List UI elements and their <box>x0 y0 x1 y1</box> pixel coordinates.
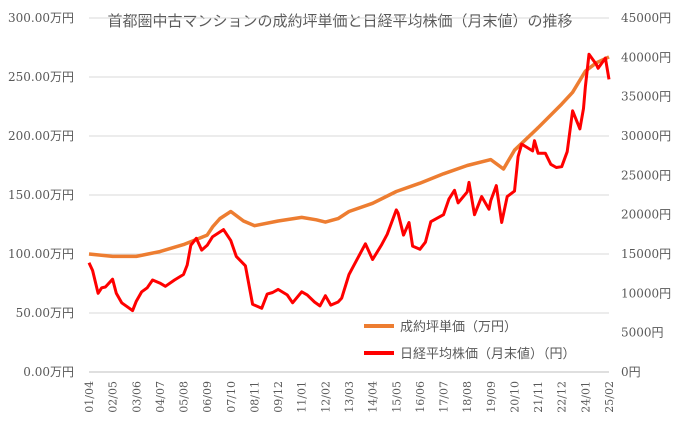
gridlines <box>89 17 609 373</box>
left-axis-tick-label: 300.00万円 <box>8 11 74 25</box>
x-axis-tick-label: 07/10 <box>225 381 238 413</box>
right-axis-tick-label: 15000円 <box>621 247 671 261</box>
series-lines <box>87 52 611 313</box>
left-axis-ticks: 0.00万円 50.00万円 100.00万円 150.00万円 200.00万円 250… <box>8 11 74 379</box>
right-axis-tick-label: 10000円 <box>621 286 671 300</box>
x-axis-tick-label: 15/05 <box>390 381 403 413</box>
left-axis-tick-label: 200.00万円 <box>8 129 74 143</box>
left-axis-tick-label: 250.00万円 <box>8 70 74 84</box>
legend: 成約坪単価（万円） 日経平均株価（月末値）（円） <box>364 319 576 362</box>
x-axis-tick-label: 22/12 <box>556 381 569 413</box>
left-axis-tick-label: 50.00万円 <box>16 306 74 320</box>
right-axis-ticks: 0円 5000円 10000円 15000円 20000円 25000円 30000円 350… <box>621 11 671 379</box>
chart-title: 首都圏中古マンションの成約坪単価と日経平均株価（月末値）の推移 <box>107 12 572 30</box>
right-axis-tick-label: 45000円 <box>621 11 671 25</box>
x-axis-tick-label: 09/12 <box>272 381 285 413</box>
x-axis-tick-label: 08/11 <box>248 381 261 413</box>
x-axis-tick-label: 14/04 <box>367 381 380 413</box>
x-axis-tick-label: 17/07 <box>438 381 451 413</box>
series-line-nikkei <box>87 52 611 313</box>
legend-label-nikkei: 日経平均株価（月末値）（円） <box>400 346 576 362</box>
x-axis-tick-label: 03/06 <box>130 381 143 413</box>
x-axis-tick-label: 16/06 <box>414 381 427 413</box>
left-axis-tick-label: 150.00万円 <box>8 188 74 202</box>
x-axis-tick-label: 24/01 <box>579 381 592 413</box>
right-axis-tick-label: 20000円 <box>621 208 671 222</box>
right-axis-tick-label: 40000円 <box>621 50 671 64</box>
x-axis-tick-label: 02/05 <box>107 381 120 413</box>
x-axis-tick-label: 20/10 <box>508 381 521 413</box>
right-axis-tick-label: 0円 <box>621 365 641 379</box>
x-axis-tick-label: 25/02 <box>603 381 616 413</box>
x-axis-tick-label: 21/11 <box>532 381 545 413</box>
left-axis-tick-label: 100.00万円 <box>8 247 74 261</box>
series-line-tsubo-price <box>88 55 610 259</box>
x-axis-tick-label: 01/04 <box>83 381 96 413</box>
x-axis-tick-label: 11/01 <box>296 381 309 413</box>
x-axis-tick-label: 12/02 <box>319 381 332 413</box>
x-axis-ticks: 01/04 02/05 03/06 04/07 05/08 06/09 07/10 08/11… <box>83 381 616 413</box>
x-axis-tick-label: 05/08 <box>178 381 191 413</box>
right-axis-tick-label: 35000円 <box>621 90 671 104</box>
right-axis-tick-label: 30000円 <box>621 129 671 143</box>
left-axis-tick-label: 0.00万円 <box>23 365 74 379</box>
x-axis-tick-label: 04/07 <box>154 381 167 413</box>
x-axis-tick-label: 13/03 <box>343 381 356 413</box>
right-axis-tick-label: 5000円 <box>621 326 664 340</box>
x-axis-tick-label: 06/09 <box>201 381 214 413</box>
x-axis-tick-label: 18/08 <box>461 381 474 413</box>
right-axis-tick-label: 25000円 <box>621 168 671 182</box>
legend-label-tsubo-price: 成約坪単価（万円） <box>400 319 517 335</box>
x-axis-tick-label: 19/09 <box>485 381 498 413</box>
